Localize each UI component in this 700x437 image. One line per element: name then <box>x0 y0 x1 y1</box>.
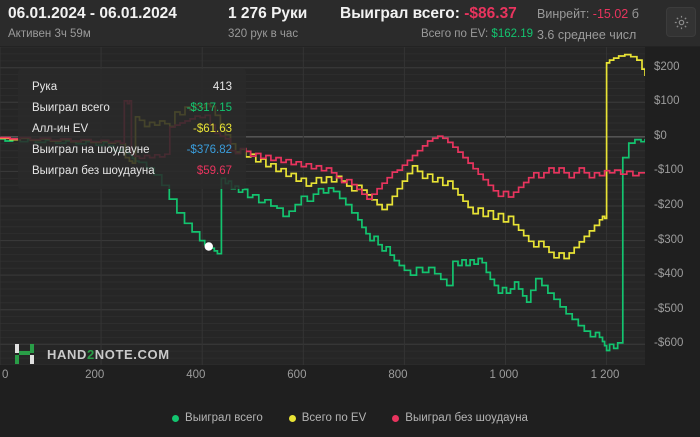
x-axis-tick-label: 0 <box>2 369 9 381</box>
winrate-value: -15.02 <box>592 7 629 21</box>
tooltip-row: Алл-ин EV -$61.63 <box>18 118 246 139</box>
x-axis-tick-label: 400 <box>186 369 206 381</box>
winrate-label: Винрейт: <box>537 7 590 21</box>
y-axis-tick-label: -$400 <box>654 268 684 281</box>
legend-dot-icon <box>392 414 400 422</box>
x-axis-labels: 0 200 400 600 800 1 000 1 200 <box>0 367 700 389</box>
winrate-row: Винрейт: -15.02 б <box>537 5 639 23</box>
tooltip-row: Рука 413 <box>18 76 246 97</box>
hover-point-marker <box>204 242 213 251</box>
chart-area[interactable]: $200 $100 $0 -$100 -$200 -$300 -$400 -$500 -$600… <box>0 47 700 437</box>
watermark-text: HAND2NOTE.COM <box>47 347 170 362</box>
tooltip-row: Выиграл всего -$317.15 <box>18 97 246 118</box>
tooltip-value: 413 <box>212 80 232 93</box>
x-axis-tick-label: 200 <box>85 369 105 381</box>
gear-icon <box>674 15 688 29</box>
legend-label: Выиграл всего <box>185 412 263 424</box>
hand2note-logo-icon <box>15 344 34 364</box>
tooltip-value: -$376.82 <box>186 143 232 156</box>
y-axis-tick-label: -$600 <box>654 337 684 350</box>
header-hands-column: 1 276 Руки 320 рук в час <box>228 4 307 43</box>
watermark-prefix: HAND <box>47 346 87 362</box>
legend-label: Выиграл без шоудауна <box>405 412 528 424</box>
tooltip-row: Выиграл на шоудауне -$376.82 <box>18 139 246 160</box>
tooltip-value: -$317.15 <box>186 101 232 114</box>
y-axis-labels: $200 $100 $0 -$100 -$200 -$300 -$400 -$500 -$600 <box>650 47 700 365</box>
legend-item[interactable]: Выиграл без шоудауна <box>392 412 528 424</box>
tooltip-row: Выиграл без шоудауна $59.67 <box>18 160 246 181</box>
hands-per-hour: 320 рук в час <box>228 28 299 40</box>
watermark-suffix: NOTE.COM <box>94 346 170 362</box>
watermark: HAND2NOTE.COM <box>14 343 170 365</box>
tooltip-label: Выиграл без шоудауна <box>32 164 155 177</box>
header-won-column: Выиграл всего: -$86.37 Всего по EV: $162… <box>340 4 533 43</box>
settings-button[interactable] <box>666 7 696 37</box>
ev-total-row: Всего по EV: $162.19 <box>340 25 533 43</box>
grid-major <box>0 67 645 345</box>
x-axis-tick-label: 1 200 <box>590 369 620 381</box>
chart-svg[interactable] <box>0 47 645 365</box>
tooltip-label: Алл-ин EV <box>32 122 89 135</box>
chart-legend: Выиграл всего Всего по EV Выиграл без шоуд… <box>0 405 700 431</box>
legend-item[interactable]: Выиграл всего <box>172 412 263 424</box>
x-axis-tick-label: 600 <box>287 369 307 381</box>
header-date-column: 06.01.2024 - 06.01.2024 Активен 3ч 59м <box>8 4 177 43</box>
stats-header: 06.01.2024 - 06.01.2024 Активен 3ч 59м 1… <box>0 0 700 47</box>
tooltip-value: -$61.63 <box>192 122 232 135</box>
ev-total-value: $162.19 <box>491 28 533 40</box>
legend-dot-icon <box>288 414 296 422</box>
tooltip-label: Рука <box>32 80 58 93</box>
hands-count: 1 276 Руки <box>228 5 308 22</box>
date-range: 06.01.2024 - 06.01.2024 <box>8 5 177 22</box>
y-axis-tick-label: $0 <box>654 129 667 142</box>
y-axis-tick-label: $100 <box>654 95 680 108</box>
active-duration: Активен 3ч 59м <box>8 28 91 40</box>
y-axis-tick-label: -$200 <box>654 199 684 211</box>
legend-dot-icon <box>172 414 180 422</box>
avg-players: 3.6 среднее числ <box>537 28 637 42</box>
tooltip-value: $59.67 <box>196 164 232 177</box>
ev-total-label: Всего по EV: <box>420 28 489 40</box>
y-axis-tick-label: -$500 <box>654 302 684 315</box>
x-axis-tick-label: 1 000 <box>489 369 519 381</box>
winrate-suffix: б <box>631 7 639 21</box>
y-axis-tick-label: $200 <box>654 60 680 73</box>
won-total-label: Выиграл всего: <box>340 5 460 22</box>
tooltip-label: Выиграл всего <box>32 101 110 114</box>
tooltip-label: Выиграл на шоудауне <box>32 143 150 156</box>
y-axis-tick-label: -$100 <box>654 164 684 177</box>
legend-label: Всего по EV <box>301 412 367 424</box>
header-winrate-column: Винрейт: -15.02 б 3.6 среднее числ <box>537 4 639 44</box>
x-axis-tick-label: 800 <box>388 369 408 381</box>
won-total-row: Выиграл всего: -$86.37 <box>340 4 533 24</box>
won-total-value: -$86.37 <box>464 5 517 22</box>
y-axis-tick-label: -$300 <box>654 233 684 246</box>
hover-tooltip: Рука 413 Выиграл всего -$317.15 Алл-ин EV -$6… <box>18 69 246 189</box>
watermark-two: 2 <box>86 346 95 362</box>
legend-item[interactable]: Всего по EV <box>288 412 367 424</box>
